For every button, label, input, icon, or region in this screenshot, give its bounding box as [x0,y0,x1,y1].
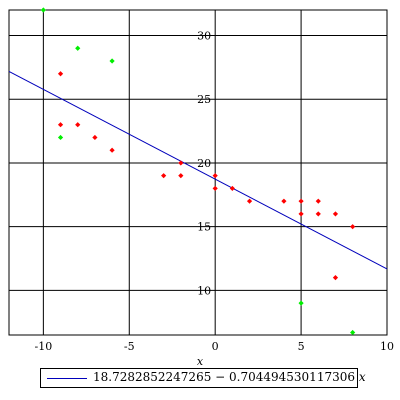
data-point [161,173,167,179]
data-point [40,7,46,13]
data-point [298,211,304,217]
y-tick-labels: 10 15 20 25 30 [197,29,211,297]
y-tick-label: 10 [197,284,211,297]
data-point [178,160,184,166]
legend-line-swatch [47,378,87,379]
x-tick-label: -10 [35,340,53,353]
y-tick-label: 20 [197,157,211,170]
x-tick-label: 10 [380,340,394,353]
data-point [75,122,81,128]
data-point [75,45,81,51]
data-point [298,198,304,204]
data-point [109,58,115,64]
regression-line-path [8,70,388,270]
x-tick-labels: -10 -5 0 5 10 [35,340,394,353]
data-point [92,134,98,141]
x-tick-label: 5 [298,340,305,353]
x-tick-label: 0 [212,340,219,353]
data-point [281,198,287,204]
data-point [57,122,64,128]
data-point [315,211,321,217]
grid-lines [9,10,388,335]
data-point [332,211,339,217]
data-point [212,185,218,192]
data-point [246,198,253,204]
data-point [298,300,304,306]
regression-line [8,70,388,270]
data-points [40,7,356,336]
y-tick-label: 25 [197,93,211,106]
data-point [350,329,356,336]
legend-label: 18.7282852247265 − 0.704494530117306 x [93,370,366,384]
plot-area [8,9,388,336]
data-point [57,134,64,141]
data-point [332,275,339,281]
data-point [315,198,321,204]
y-tick-label: 15 [197,221,211,234]
data-point [178,173,184,179]
legend-expression: 18.7282852247265 − 0.704494530117306 [93,370,355,384]
data-point [229,185,235,192]
x-tick-label: -5 [124,340,135,353]
data-point [57,71,64,77]
x-axis-title: x [197,355,204,368]
y-tick-label: 30 [197,29,211,42]
data-point [212,173,218,179]
legend: 18.7282852247265 − 0.704494530117306 x [40,368,366,388]
legend-variable: x [358,370,366,384]
data-point [350,224,356,230]
data-point [109,147,115,153]
